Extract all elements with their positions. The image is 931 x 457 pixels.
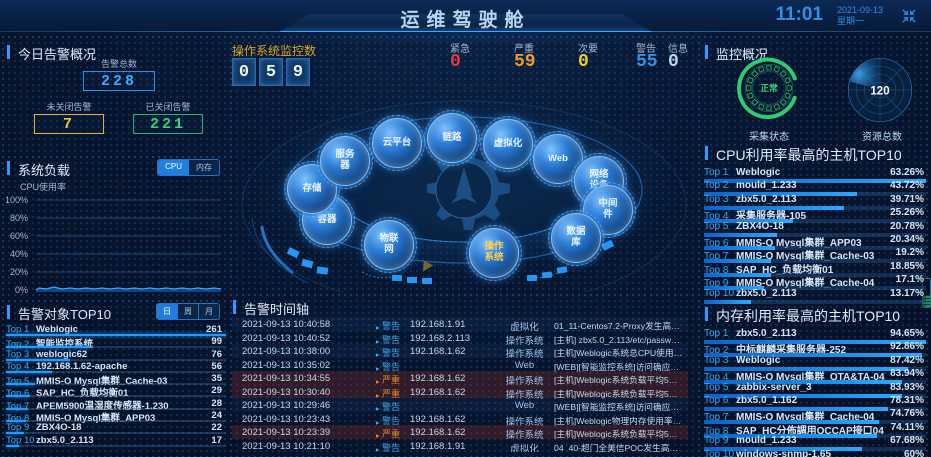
- svg-text:100%: 100%: [6, 195, 28, 205]
- svg-text:80%: 80%: [10, 213, 28, 223]
- svg-text:0%: 0%: [15, 285, 28, 295]
- svg-text:20%: 20%: [10, 267, 28, 277]
- svg-text:120: 120: [870, 85, 889, 97]
- svg-text:60%: 60%: [10, 231, 28, 241]
- svg-text:正常: 正常: [760, 82, 778, 93]
- svg-text:40%: 40%: [10, 249, 28, 259]
